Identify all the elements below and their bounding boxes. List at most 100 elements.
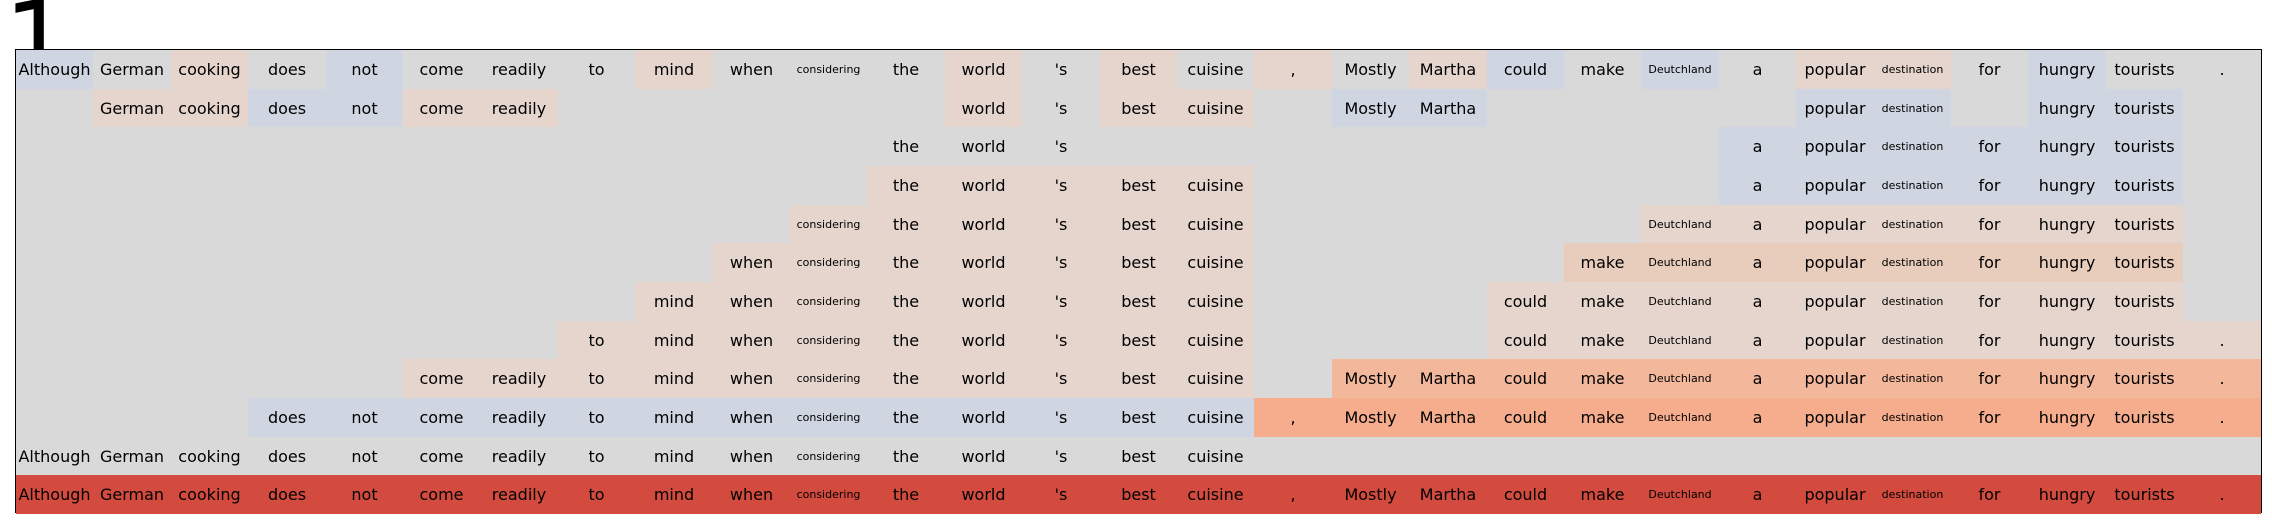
token-cell: tourists <box>2106 89 2183 127</box>
token-cell: Deutchland <box>1641 321 1719 359</box>
token-cell: best <box>1100 89 1177 127</box>
token-cell: tourists <box>2106 359 2183 398</box>
token-cell: cooking <box>171 89 248 127</box>
token-cell: make <box>1564 282 1641 321</box>
token-cell: not <box>326 398 403 437</box>
token-cell: 's <box>1022 89 1100 127</box>
token-cell: hungry <box>2028 50 2106 89</box>
token-cell: a <box>1719 359 1796 398</box>
token-cell: world <box>945 127 1022 166</box>
token-cell: . <box>2183 359 2261 398</box>
token-cell: to <box>558 359 635 398</box>
token-cell: tourists <box>2106 475 2183 514</box>
token-cell: popular <box>1796 321 1874 359</box>
token-cell: cooking <box>171 437 248 475</box>
token-cell: tourists <box>2106 282 2183 321</box>
token-cell: popular <box>1796 359 1874 398</box>
token-cell: best <box>1100 359 1177 398</box>
token-cell: considering <box>790 398 867 437</box>
token-cell: Deutchland <box>1641 475 1719 514</box>
token-cell: popular <box>1796 89 1874 127</box>
token-cell: Deutchland <box>1641 282 1719 321</box>
token-cell: , <box>1254 50 1332 89</box>
token-cell: the <box>867 127 945 166</box>
token-cell: readily <box>480 50 558 89</box>
token-cell: world <box>945 166 1022 205</box>
token-cell: cuisine <box>1177 437 1254 475</box>
token-cell: considering <box>790 437 867 475</box>
token-cell: popular <box>1796 50 1874 89</box>
token-cell: popular <box>1796 205 1874 243</box>
token-cell: tourists <box>2106 321 2183 359</box>
token-cell: . <box>2183 475 2261 514</box>
token-cell: hungry <box>2028 243 2106 282</box>
token-cell: world <box>945 475 1022 514</box>
token-cell: make <box>1564 50 1641 89</box>
token-cell: considering <box>790 205 867 243</box>
token-cell: come <box>403 89 480 127</box>
token-cell: readily <box>480 89 558 127</box>
token-cell: Although <box>16 475 93 514</box>
token-cell: readily <box>480 475 558 514</box>
token-cell: for <box>1951 359 2028 398</box>
token-cell: the <box>867 437 945 475</box>
token-cell: hungry <box>2028 166 2106 205</box>
token-cell: destination <box>1874 166 1951 205</box>
token-cell: world <box>945 243 1022 282</box>
token-cell: considering <box>790 475 867 514</box>
token-cell: destination <box>1874 282 1951 321</box>
token-cell: could <box>1487 50 1564 89</box>
token-cell: best <box>1100 475 1177 514</box>
token-cell: to <box>558 475 635 514</box>
token-cell: cuisine <box>1177 321 1254 359</box>
token-cell: not <box>326 475 403 514</box>
token-cell: world <box>945 437 1022 475</box>
token-cell: best <box>1100 50 1177 89</box>
token-cell: make <box>1564 398 1641 437</box>
token-cell: for <box>1951 475 2028 514</box>
token-cell: world <box>945 321 1022 359</box>
token-cell: hungry <box>2028 282 2106 321</box>
token-cell: when <box>713 475 790 514</box>
token-cell: the <box>867 243 945 282</box>
token-cell: destination <box>1874 398 1951 437</box>
token-cell: destination <box>1874 50 1951 89</box>
token-cell: to <box>558 50 635 89</box>
token-cell: the <box>867 321 945 359</box>
token-cell: considering <box>790 359 867 398</box>
token-cell: world <box>945 50 1022 89</box>
token-cell: could <box>1487 321 1564 359</box>
token-cell: when <box>713 282 790 321</box>
token-cell: destination <box>1874 243 1951 282</box>
token-cell: could <box>1487 282 1564 321</box>
token-cell: cuisine <box>1177 205 1254 243</box>
token-cell: when <box>713 50 790 89</box>
token-cell: German <box>93 50 171 89</box>
token-cell: a <box>1719 243 1796 282</box>
token-cell: considering <box>790 243 867 282</box>
token-cell: 's <box>1022 282 1100 321</box>
token-cell: Mostly <box>1332 475 1409 514</box>
token-cell: 's <box>1022 398 1100 437</box>
token-cell: destination <box>1874 321 1951 359</box>
token-cell: popular <box>1796 282 1874 321</box>
token-cell: the <box>867 359 945 398</box>
token-cell: hungry <box>2028 127 2106 166</box>
token-cell: destination <box>1874 89 1951 127</box>
token-cell: mind <box>635 398 713 437</box>
token-cell: Mostly <box>1332 50 1409 89</box>
token-cell: mind <box>635 50 713 89</box>
token-cell: does <box>248 475 326 514</box>
token-cell: cuisine <box>1177 243 1254 282</box>
token-cell: 's <box>1022 359 1100 398</box>
token-cell: a <box>1719 166 1796 205</box>
token-cell: Martha <box>1409 359 1487 398</box>
token-cell: Although <box>16 50 93 89</box>
token-cell: Martha <box>1409 89 1487 127</box>
token-cell: come <box>403 475 480 514</box>
token-cell: make <box>1564 321 1641 359</box>
token-cell: tourists <box>2106 398 2183 437</box>
token-cell: for <box>1951 398 2028 437</box>
token-cell: for <box>1951 166 2028 205</box>
token-cell: cuisine <box>1177 359 1254 398</box>
